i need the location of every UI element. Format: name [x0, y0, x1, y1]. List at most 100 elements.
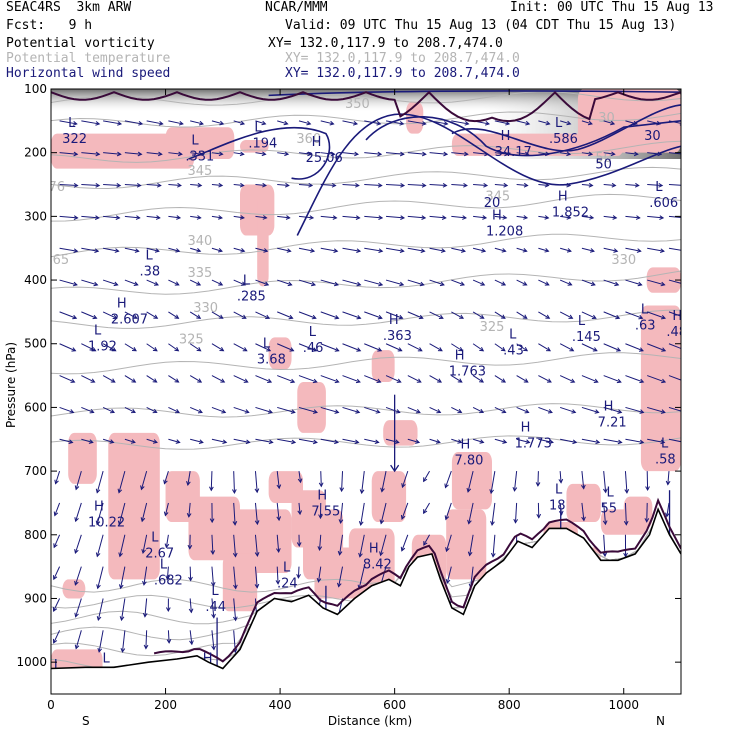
- wind-arrow: [364, 343, 382, 352]
- wind-arrow: [233, 375, 248, 383]
- wind-arrow-head: [276, 548, 281, 553]
- wind-arrow-head: [210, 581, 216, 587]
- wind-arrow-head: [356, 248, 362, 253]
- wind-arrow: [342, 120, 358, 125]
- wind-arrow: [255, 406, 273, 413]
- wind-arrow: [338, 566, 344, 587]
- wind-arrow: [190, 438, 203, 443]
- pv-blob: [646, 267, 681, 293]
- wind-arrow: [380, 502, 387, 524]
- wind-arrow: [361, 471, 365, 494]
- wind-arrow: [140, 470, 148, 490]
- wind-arrow-head: [569, 347, 575, 352]
- wind-arrow: [385, 343, 402, 352]
- wind-arrow: [451, 311, 464, 319]
- wind-arrow-head: [297, 510, 303, 516]
- extremum-marker: H: [461, 438, 471, 453]
- wind-arrow: [581, 311, 597, 319]
- wind-arrow-head: [254, 552, 260, 557]
- wind-arrow: [320, 184, 336, 187]
- wind-arrow-head: [74, 517, 79, 523]
- extremum-value: 10.22: [88, 516, 125, 531]
- wind-arrow-head: [275, 579, 281, 585]
- wind-arrow: [211, 247, 223, 252]
- wind-arrow: [96, 534, 104, 557]
- wind-arrow-head: [196, 314, 202, 319]
- wind-arrow-head: [683, 315, 687, 319]
- wind-arrow-head: [682, 379, 686, 383]
- wind-arrow: [298, 502, 301, 515]
- wind-arrow: [380, 534, 387, 556]
- wind-arrow-head: [90, 378, 96, 383]
- wind-arrow-head: [289, 347, 295, 352]
- wind-arrow-head: [163, 479, 168, 485]
- wind-arrow-head: [645, 486, 650, 492]
- wind-arrow-head: [262, 182, 268, 188]
- wind-arrow-head: [589, 248, 595, 253]
- wind-arrow-head: [505, 120, 511, 126]
- wind-arrow-head: [211, 613, 216, 619]
- wind-arrow: [211, 343, 224, 352]
- wind-arrow-head: [479, 314, 485, 319]
- wind-arrow: [429, 438, 441, 443]
- wind-arrow-head: [158, 121, 164, 126]
- wind-arrow: [647, 184, 663, 187]
- wind-arrow-head: [660, 409, 666, 414]
- wind-arrow-head: [186, 481, 191, 487]
- wind-arrow-head: [210, 550, 216, 556]
- wind-arrow-head: [152, 378, 158, 383]
- wind-arrow-head: [240, 281, 246, 286]
- wind-arrow-head: [284, 182, 290, 188]
- field-xy-pv: XY= 132.0,117.9 to 208.7,474.0: [268, 36, 503, 51]
- wind-arrow: [298, 471, 302, 483]
- wind-arrow: [168, 406, 180, 413]
- wind-arrow: [407, 184, 426, 187]
- wind-arrow-head: [115, 215, 121, 220]
- pv-blob: [446, 509, 487, 580]
- wind-arrow: [142, 534, 148, 554]
- wind-arrow-head: [358, 552, 363, 558]
- wind-arrow: [647, 247, 665, 252]
- wind-arrow: [668, 184, 681, 186]
- wind-arrow-head: [95, 182, 101, 188]
- wind-arrow: [53, 630, 61, 644]
- wind-arrow: [233, 438, 250, 443]
- wind-arrow-head: [218, 314, 224, 319]
- wind-arrow-head: [142, 612, 148, 618]
- extremum-value: .682: [154, 573, 183, 588]
- wind-arrow: [423, 470, 431, 482]
- pv-blob: [640, 305, 681, 472]
- wind-arrow-head: [73, 248, 79, 253]
- wind-arrow-head: [379, 519, 385, 525]
- wind-arrow: [451, 152, 468, 155]
- wind-arrow-head: [490, 521, 495, 526]
- wind-arrow: [144, 598, 148, 617]
- wind-arrow: [233, 471, 235, 493]
- wind-arrow-head: [219, 120, 225, 126]
- wind-arrow-head: [572, 439, 578, 445]
- wind-arrow: [75, 630, 82, 649]
- x-tick-label: 800: [498, 698, 521, 712]
- wind-arrow-head: [307, 151, 313, 157]
- wind-arrow: [429, 279, 445, 286]
- wind-arrow-head: [479, 408, 485, 414]
- wind-arrow: [538, 406, 553, 413]
- wind-arrow-head: [399, 281, 405, 287]
- wind-arrow-head: [503, 182, 509, 188]
- wind-arrow-head: [443, 121, 449, 126]
- wind-arrow-head: [588, 151, 594, 157]
- wind-arrow-head: [262, 215, 268, 220]
- wind-arrow: [668, 215, 681, 218]
- wind-arrow: [190, 152, 203, 155]
- wind-arrow-head: [570, 378, 576, 383]
- extremum-value: .46: [303, 341, 324, 356]
- wind-arrow: [647, 343, 666, 352]
- wind-arrow: [124, 343, 137, 352]
- wind-arrow-head: [95, 488, 101, 494]
- wind-arrow-head: [566, 248, 572, 253]
- wind-arrow: [121, 598, 126, 621]
- wind-arrow: [625, 406, 644, 413]
- wind-arrow-head: [661, 378, 667, 384]
- wind-arrow: [124, 247, 139, 252]
- wind-arrow-head: [96, 584, 101, 590]
